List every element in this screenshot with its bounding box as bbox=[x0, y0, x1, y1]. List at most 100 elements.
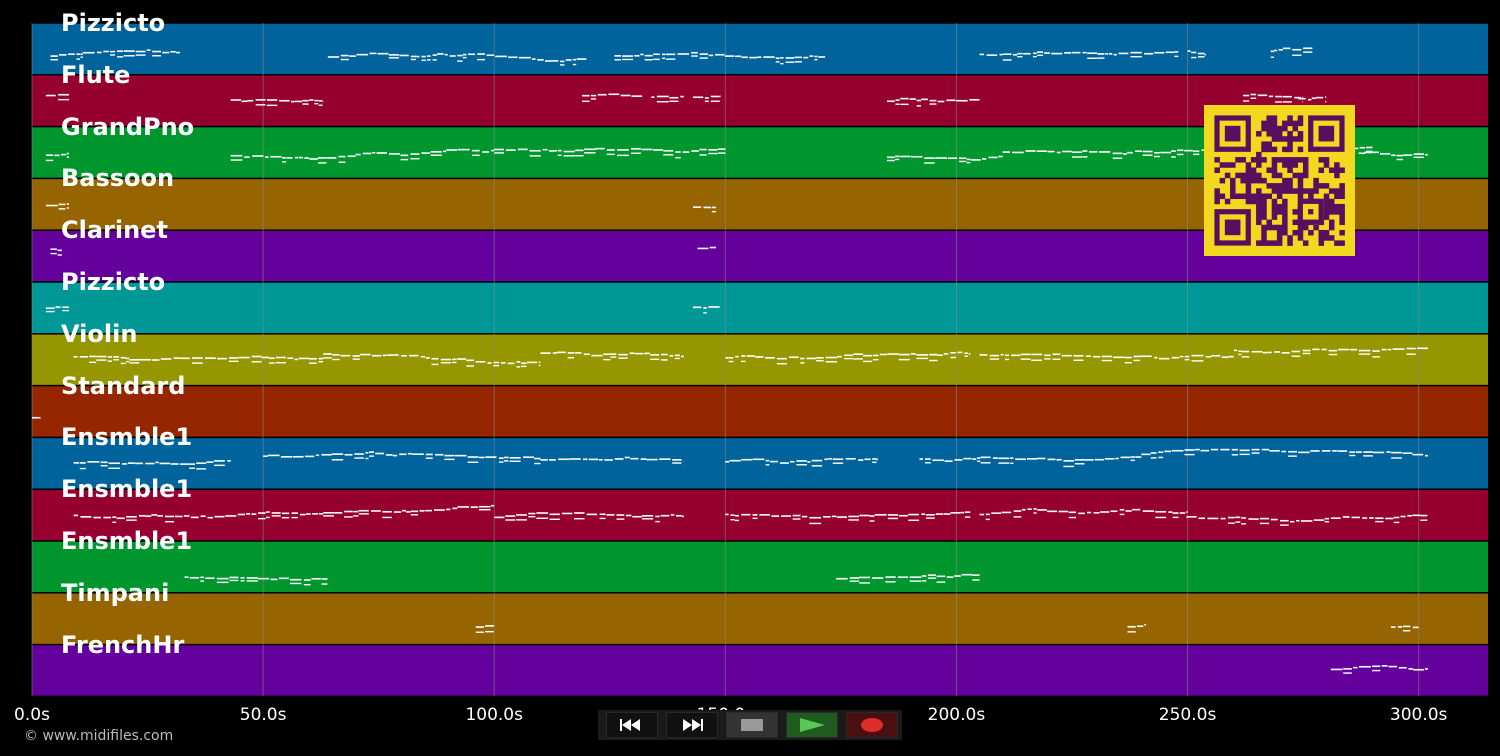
note bbox=[610, 353, 617, 355]
note bbox=[1267, 351, 1272, 354]
note bbox=[508, 56, 518, 59]
note bbox=[836, 516, 847, 518]
note bbox=[303, 579, 311, 581]
note bbox=[1194, 448, 1200, 451]
fast-forward-button[interactable] bbox=[666, 712, 718, 738]
note bbox=[644, 352, 651, 355]
note bbox=[323, 353, 332, 355]
note bbox=[676, 514, 682, 517]
note bbox=[229, 576, 239, 579]
note bbox=[809, 522, 822, 525]
note bbox=[572, 63, 577, 66]
note bbox=[908, 519, 919, 521]
stop-button[interactable] bbox=[726, 712, 778, 738]
note bbox=[385, 454, 393, 456]
note bbox=[431, 363, 439, 366]
note bbox=[1250, 93, 1257, 96]
note bbox=[704, 97, 709, 99]
note bbox=[1062, 150, 1072, 153]
note bbox=[309, 158, 318, 160]
note bbox=[711, 210, 717, 213]
note bbox=[444, 454, 455, 457]
track-label: Flute bbox=[61, 60, 131, 89]
note bbox=[96, 355, 107, 358]
note bbox=[427, 59, 431, 61]
note bbox=[265, 511, 270, 513]
note bbox=[432, 54, 437, 56]
note bbox=[1082, 51, 1087, 54]
note bbox=[314, 99, 319, 102]
note bbox=[1381, 665, 1388, 667]
note bbox=[487, 362, 492, 364]
note bbox=[837, 355, 842, 358]
transport-controls bbox=[598, 710, 902, 740]
note bbox=[1281, 352, 1290, 354]
note bbox=[567, 357, 575, 359]
note bbox=[282, 157, 287, 159]
track-lane bbox=[32, 645, 1488, 696]
note bbox=[457, 54, 463, 57]
note bbox=[1082, 156, 1088, 158]
note bbox=[785, 57, 795, 59]
note bbox=[275, 362, 286, 364]
note bbox=[728, 357, 734, 359]
note bbox=[631, 152, 641, 154]
note bbox=[1184, 355, 1190, 358]
note bbox=[358, 513, 369, 515]
note bbox=[1031, 359, 1043, 361]
note bbox=[1396, 158, 1403, 161]
note bbox=[170, 50, 176, 53]
note bbox=[560, 60, 565, 63]
note bbox=[1393, 521, 1400, 524]
note bbox=[1047, 510, 1058, 513]
note bbox=[389, 153, 401, 155]
note bbox=[900, 103, 909, 106]
note bbox=[1142, 510, 1155, 512]
track-label: Ensmble1 bbox=[61, 423, 193, 452]
note bbox=[79, 462, 86, 464]
note bbox=[164, 520, 175, 523]
track-lane bbox=[32, 282, 1488, 334]
note bbox=[1400, 515, 1406, 518]
track-lane bbox=[32, 438, 1488, 489]
rewind-button[interactable] bbox=[606, 712, 658, 738]
note bbox=[650, 358, 660, 361]
note bbox=[663, 149, 674, 152]
note bbox=[321, 453, 332, 456]
note bbox=[238, 356, 250, 359]
note bbox=[779, 462, 789, 464]
note bbox=[980, 456, 991, 459]
note bbox=[574, 352, 582, 354]
note bbox=[503, 456, 509, 459]
play-button[interactable] bbox=[786, 712, 838, 738]
note bbox=[916, 354, 929, 356]
note bbox=[899, 155, 911, 158]
note bbox=[1406, 353, 1416, 355]
note bbox=[1402, 630, 1411, 632]
note bbox=[462, 56, 467, 59]
note bbox=[1231, 454, 1238, 456]
note bbox=[588, 458, 599, 461]
note bbox=[66, 207, 69, 209]
note bbox=[1092, 355, 1101, 358]
note bbox=[1407, 514, 1412, 517]
note bbox=[1017, 52, 1023, 55]
note bbox=[135, 54, 146, 56]
note bbox=[125, 357, 130, 360]
note bbox=[354, 457, 364, 459]
note bbox=[1393, 516, 1400, 519]
note bbox=[58, 203, 66, 206]
note bbox=[563, 150, 575, 153]
note bbox=[542, 148, 548, 151]
note bbox=[1074, 463, 1085, 465]
note bbox=[853, 353, 863, 355]
note bbox=[1010, 462, 1014, 464]
note bbox=[179, 463, 189, 465]
note bbox=[1228, 355, 1234, 358]
note bbox=[900, 97, 909, 100]
record-button[interactable] bbox=[846, 712, 898, 738]
note bbox=[1171, 449, 1184, 452]
note bbox=[634, 54, 640, 57]
note bbox=[312, 513, 318, 515]
note bbox=[1101, 355, 1113, 358]
